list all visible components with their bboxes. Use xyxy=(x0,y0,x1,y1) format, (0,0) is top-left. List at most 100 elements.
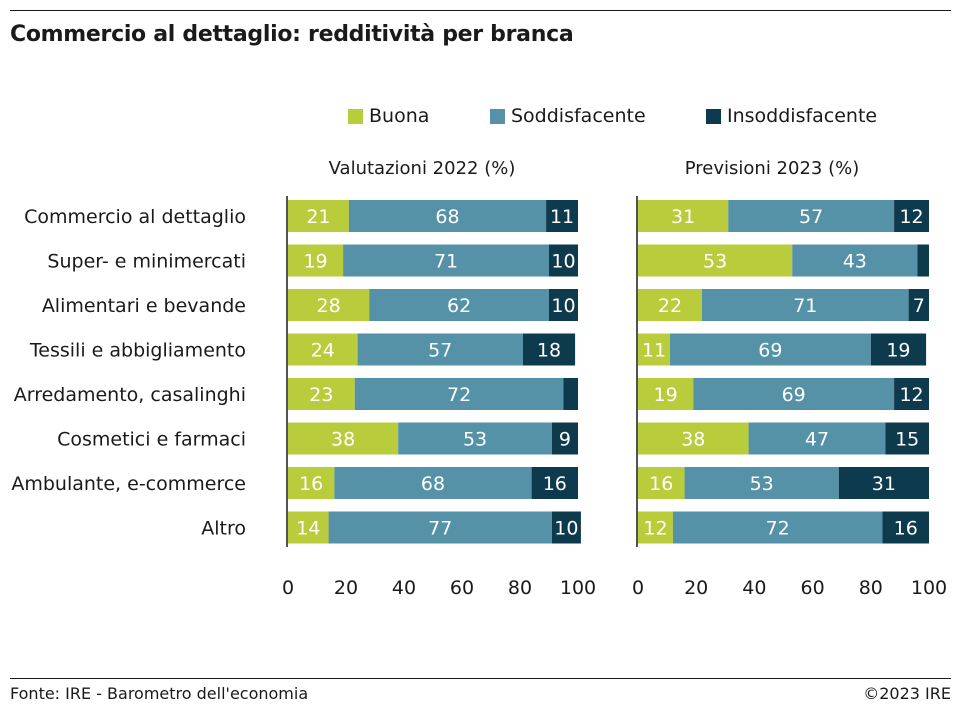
bar-2-alimentari-e-bevande-insoddisfacente xyxy=(908,289,929,321)
data-label-1-ambulante-e-commerce-buona: 16 xyxy=(299,473,323,495)
legend-swatch-buona xyxy=(348,108,363,124)
data-label-2-tessili-e-abbigliamento-buona: 11 xyxy=(642,340,666,362)
bar-1-alimentari-e-bevande-insoddisfacente xyxy=(549,289,578,321)
tick-label-2-40: 40 xyxy=(742,577,766,599)
tick-label-1-20: 20 xyxy=(334,577,358,599)
bar-2-commercio-al-dettaglio-soddisfacente xyxy=(728,200,895,232)
data-label-2-tessili-e-abbigliamento-insoddisfacente: 19 xyxy=(886,340,910,362)
data-label-2-cosmetici-e-farmaci-buona: 38 xyxy=(681,429,705,451)
data-label-1-altro-buona: 14 xyxy=(296,518,320,540)
data-label-1-alimentari-e-bevande-insoddisfacente: 10 xyxy=(551,295,575,317)
bar-1-tessili-e-abbigliamento-insoddisfacente xyxy=(522,333,576,366)
data-label-2-ambulante-e-commerce-buona: 16 xyxy=(649,473,673,495)
tick-label-2-0: 0 xyxy=(632,577,644,599)
category-label-altro: Altro xyxy=(201,518,246,540)
data-label-1-super-e-minimercati-soddisfacente: 71 xyxy=(434,251,458,273)
source-note: Fonte: IRE - Barometro dell'economia xyxy=(10,684,309,703)
data-label-2-commercio-al-dettaglio-buona: 31 xyxy=(671,206,695,228)
bar-1-altro-insoddisfacente xyxy=(551,511,581,544)
data-label-1-altro-soddisfacente: 77 xyxy=(428,518,452,540)
bar-1-commercio-al-dettaglio-soddisfacente xyxy=(348,200,547,232)
bar-1-super-e-minimercati-insoddisfacente xyxy=(549,244,578,277)
bar-2-ambulante-e-commerce-buona xyxy=(638,467,685,499)
bar-2-super-e-minimercati-soddisfacente xyxy=(792,244,918,277)
data-label-2-arredamento-casalinghi-buona: 19 xyxy=(654,384,678,406)
bar-1-cosmetici-e-farmaci-soddisfacente xyxy=(398,422,552,455)
tick-label-1-40: 40 xyxy=(392,577,416,599)
category-label-arredamento-casalinghi: Arredamento, casalinghi xyxy=(14,384,246,406)
bar-2-super-e-minimercati-buona xyxy=(638,244,793,277)
bar-2-tessili-e-abbigliamento-buona xyxy=(638,333,671,366)
legend-label-insoddisfacente: Insoddisfacente xyxy=(727,105,878,127)
bar-2-alimentari-e-bevande-buona xyxy=(638,289,703,321)
legend-item-buona: Buona xyxy=(348,104,429,128)
legend-item-soddisfacente: Soddisfacente xyxy=(490,104,646,128)
bar-1-arredamento-casalinghi-soddisfacente xyxy=(354,378,564,410)
bar-1-cosmetici-e-farmaci-buona xyxy=(288,422,399,455)
category-label-commercio-al-dettaglio: Commercio al dettaglio xyxy=(24,206,246,228)
legend-swatch-insoddisfacente xyxy=(706,108,721,124)
data-label-2-cosmetici-e-farmaci-insoddisfacente: 15 xyxy=(895,429,919,451)
data-label-1-tessili-e-abbigliamento-insoddisfacente: 18 xyxy=(537,340,561,362)
tick-label-2-80: 80 xyxy=(859,577,883,599)
data-label-2-alimentari-e-bevande-buona: 22 xyxy=(658,295,682,317)
data-label-1-alimentari-e-bevande-buona: 28 xyxy=(317,295,341,317)
data-label-1-tessili-e-abbigliamento-soddisfacente: 57 xyxy=(428,340,452,362)
panel-title-1: Valutazioni 2022 (%) xyxy=(329,158,516,179)
bar-2-cosmetici-e-farmaci-buona xyxy=(638,422,749,455)
data-label-2-altro-buona: 12 xyxy=(643,518,667,540)
data-label-2-altro-insoddisfacente: 16 xyxy=(894,518,918,540)
category-label-tessili-e-abbigliamento: Tessili e abbigliamento xyxy=(29,340,246,362)
bar-2-ambulante-e-commerce-insoddisfacente xyxy=(838,467,929,499)
data-label-2-alimentari-e-bevande-insoddisfacente: 7 xyxy=(913,295,925,317)
bar-1-commercio-al-dettaglio-buona xyxy=(288,200,349,232)
bar-1-ambulante-e-commerce-insoddisfacente xyxy=(531,467,578,499)
bar-1-super-e-minimercati-soddisfacente xyxy=(343,244,549,277)
tick-label-2-100: 100 xyxy=(911,577,947,599)
legend-label-buona: Buona xyxy=(369,105,430,127)
bar-1-altro-soddisfacente xyxy=(328,511,552,544)
tick-label-2-60: 60 xyxy=(801,577,825,599)
bar-2-cosmetici-e-farmaci-insoddisfacente xyxy=(885,422,929,455)
data-label-2-ambulante-e-commerce-insoddisfacente: 31 xyxy=(872,473,896,495)
panel-title-2: Previsioni 2023 (%) xyxy=(685,158,859,179)
tick-label-1-100: 100 xyxy=(560,577,596,599)
bar-2-commercio-al-dettaglio-insoddisfacente xyxy=(894,200,929,232)
data-label-2-altro-soddisfacente: 72 xyxy=(766,518,790,540)
copyright: ©2023 IRE xyxy=(863,684,951,703)
bar-1-altro-buona xyxy=(288,511,329,544)
data-label-1-arredamento-casalinghi-buona: 23 xyxy=(309,384,333,406)
bar-2-alimentari-e-bevande-soddisfacente xyxy=(702,289,909,321)
data-label-2-ambulante-e-commerce-soddisfacente: 53 xyxy=(750,473,774,495)
legend-item-insoddisfacente: Insoddisfacente xyxy=(706,104,877,128)
bar-2-altro-insoddisfacente xyxy=(882,511,929,544)
legend-swatch-soddisfacente xyxy=(490,108,505,124)
bar-1-tessili-e-abbigliamento-soddisfacente xyxy=(357,333,523,366)
data-label-2-arredamento-casalinghi-soddisfacente: 69 xyxy=(782,384,806,406)
data-label-2-tessili-e-abbigliamento-soddisfacente: 69 xyxy=(758,340,782,362)
data-label-1-commercio-al-dettaglio-buona: 21 xyxy=(306,206,330,228)
data-label-1-ambulante-e-commerce-insoddisfacente: 16 xyxy=(543,473,567,495)
bar-1-arredamento-casalinghi-buona xyxy=(288,378,355,410)
bar-1-commercio-al-dettaglio-insoddisfacente xyxy=(546,200,578,232)
bar-1-ambulante-e-commerce-buona xyxy=(288,467,335,499)
data-label-2-alimentari-e-bevande-soddisfacente: 71 xyxy=(793,295,817,317)
bar-2-cosmetici-e-farmaci-soddisfacente xyxy=(748,422,886,455)
data-label-1-altro-insoddisfacente: 10 xyxy=(554,518,578,540)
data-label-1-arredamento-casalinghi-soddisfacente: 72 xyxy=(447,384,471,406)
bottom-rule xyxy=(10,678,951,679)
bar-2-altro-soddisfacente xyxy=(672,511,883,544)
data-label-1-alimentari-e-bevande-soddisfacente: 62 xyxy=(447,295,471,317)
bar-2-tessili-e-abbigliamento-insoddisfacente xyxy=(870,333,927,366)
tick-label-1-60: 60 xyxy=(450,577,474,599)
page-title: Commercio al dettaglio: redditività per … xyxy=(10,22,574,47)
data-label-1-cosmetici-e-farmaci-insoddisfacente: 9 xyxy=(559,429,571,451)
data-label-1-tessili-e-abbigliamento-buona: 24 xyxy=(311,340,335,362)
bar-2-altro-buona xyxy=(638,511,673,544)
tick-label-2-20: 20 xyxy=(684,577,708,599)
bar-1-arredamento-casalinghi-insoddisfacente xyxy=(563,378,578,410)
data-label-1-commercio-al-dettaglio-insoddisfacente: 11 xyxy=(550,206,574,228)
bar-2-super-e-minimercati-insoddisfacente xyxy=(917,244,929,277)
category-label-super-e-minimercati: Super- e minimercati xyxy=(47,251,246,273)
